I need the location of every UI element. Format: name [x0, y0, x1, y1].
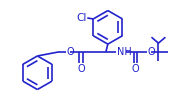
Text: O: O [147, 47, 155, 57]
Text: O: O [77, 64, 85, 74]
Text: NH: NH [117, 47, 131, 57]
Text: O: O [66, 47, 74, 57]
Text: O: O [132, 64, 139, 74]
Text: Cl: Cl [76, 13, 86, 23]
